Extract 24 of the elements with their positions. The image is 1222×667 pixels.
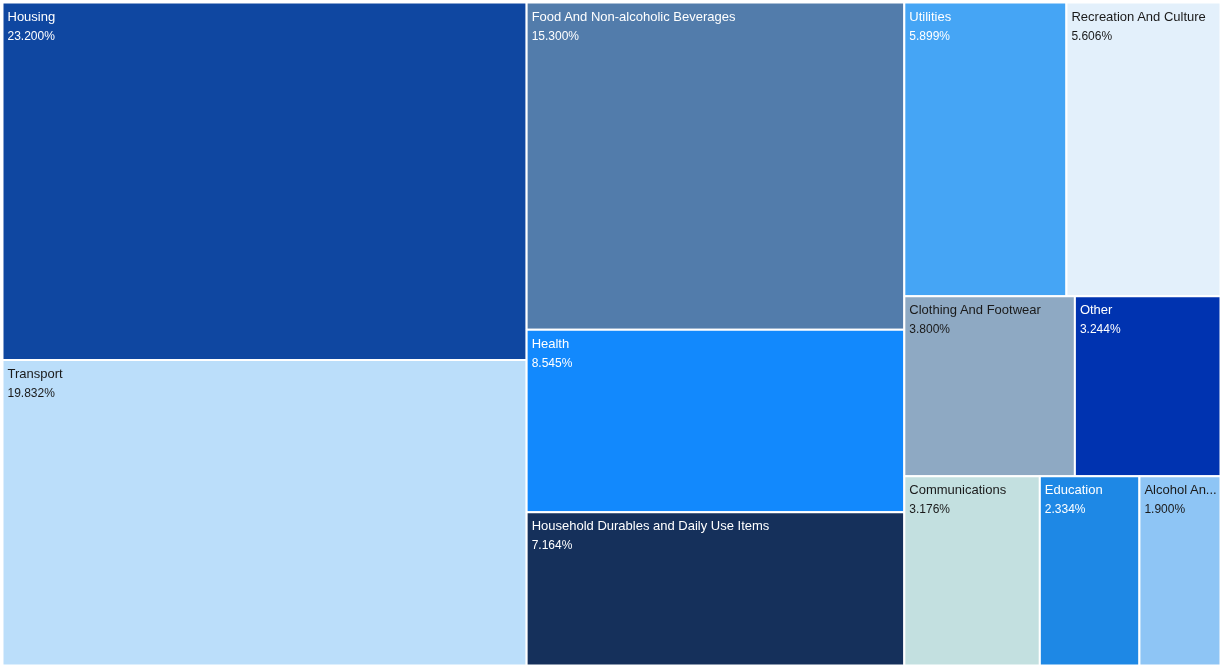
category-label: Clothing And Footwear [909, 302, 1042, 318]
category-label: Utilities [909, 8, 952, 24]
data-label: 19.832% [7, 385, 56, 400]
category-label: Education [1044, 482, 1103, 498]
category-label: Other [1079, 302, 1114, 318]
data-label: 3.244% [1079, 322, 1121, 337]
data-label: 5.899% [909, 28, 951, 43]
data-label: 8.545% [531, 355, 573, 370]
category-label: Communications [909, 482, 1007, 498]
category-label: Alcohol An... [1144, 482, 1217, 498]
data-label: 23.200% [7, 28, 56, 43]
data-label: 5.606% [1071, 28, 1113, 43]
data-label: 2.334% [1044, 502, 1086, 517]
category-label: Housing [7, 8, 56, 24]
data-label: 3.800% [909, 322, 951, 337]
category-label: Household Durables and Daily Use Items [531, 518, 770, 534]
category-label: Food And Non-alcoholic Beverages [531, 8, 736, 24]
data-label: 3.176% [909, 502, 951, 517]
category-label: Health [531, 335, 570, 351]
data-label: 1.900% [1144, 502, 1186, 517]
data-label: 7.164% [531, 538, 573, 553]
category-label: Transport [7, 365, 64, 381]
category-label: Recreation And Culture [1071, 8, 1206, 24]
data-label: 15.300% [531, 28, 580, 43]
